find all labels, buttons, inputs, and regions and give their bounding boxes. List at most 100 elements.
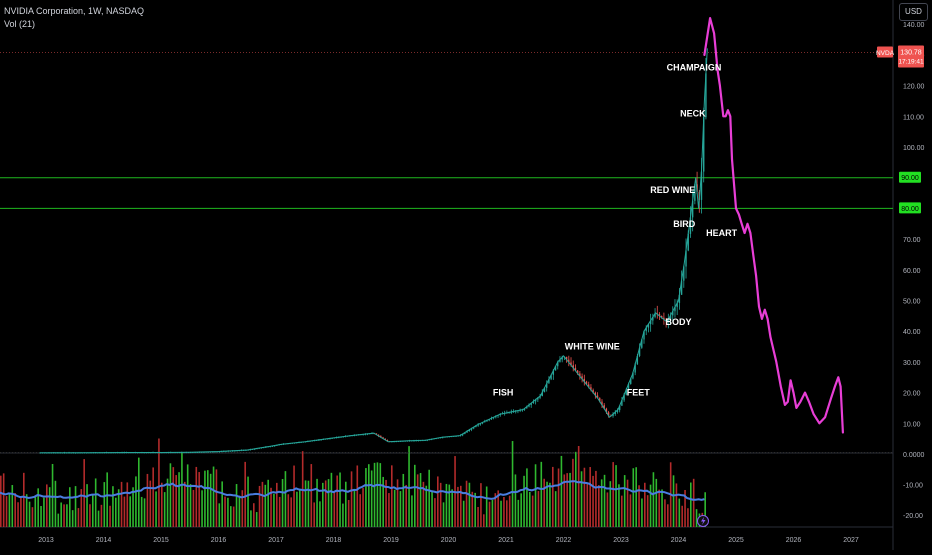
projection-line[interactable] [703,17,844,434]
volume-bar [212,466,215,527]
volume-bar [621,495,623,527]
candle-body [618,405,621,411]
y-tick-label: 140.00 [903,22,925,29]
volume-bar [158,438,160,527]
volume-bar [428,469,430,527]
volume-bar [232,506,235,527]
volume-bar [399,491,402,527]
candle-body [568,359,570,363]
volume-bar [595,470,597,527]
volume-bar [572,458,574,527]
candle-body [649,320,652,325]
volume-bar [402,473,405,527]
volume-bar [74,486,77,527]
annotation-label: HEART [706,228,738,238]
candle-body [645,327,647,332]
candle-body [592,389,594,393]
volume-bar [586,483,589,527]
replay-icon[interactable] [697,515,709,527]
candle-body [654,313,656,318]
candle-body [543,387,546,393]
volume-bar [506,500,508,527]
y-tick-label: 20.00 [903,391,921,398]
x-tick-label: 2021 [498,537,514,544]
volume-bar [457,486,459,527]
volume-bar [92,495,94,527]
volume-bar [445,483,448,527]
candle-body [607,412,610,416]
volume-bar [491,499,494,527]
volume-bar [69,487,71,527]
volume-bar [692,478,695,527]
volume-bar [51,463,54,527]
ticker-tag [877,46,893,58]
candle-body [680,280,683,295]
candle-body [477,424,479,426]
volume-bar [112,486,114,527]
volume-bar [25,494,28,527]
volume-bar [658,489,660,527]
lightning-icon [701,517,706,525]
volume-bar [132,487,134,527]
y-tick-label: 30.00 [903,360,921,367]
candle-body [530,403,532,405]
candle-body [691,200,694,218]
volume-bar [675,483,678,527]
volume-bar [169,463,172,527]
volume-bar [442,502,445,527]
candle-body [554,366,557,371]
volume-bar [684,489,686,527]
volume-moving-average [0,480,705,501]
volume-bar [652,472,655,527]
volume-bar [480,483,482,527]
volume-bar [414,464,416,527]
level-tag-label: 90.00 [901,175,919,182]
volume-bar [31,507,34,527]
volume-bar [681,505,683,527]
volume-bar [598,485,600,527]
chart-title: NVIDIA Corporation, 1W, NASDAQ [4,6,145,16]
candle-body [603,405,605,409]
volume-bar [253,503,255,527]
volume-bar [89,504,91,527]
volume-tick-label: -10.00 [903,483,923,490]
ticker-tag-label: NVDA [876,50,895,57]
volume-bar [161,482,163,527]
y-tick-label: 70.00 [903,237,921,244]
annotation-label: WHITE WINE [565,342,620,352]
volume-bar [388,493,390,527]
candle-body [565,356,568,360]
candle-body [665,319,667,322]
volume-bar [224,496,226,527]
candle-body [678,294,681,303]
volume-bar [273,493,275,527]
volume-bar [580,471,583,527]
volume-bar [600,479,603,527]
candle-body [616,410,619,413]
volume-bar [569,472,571,527]
volume-bars [0,438,706,527]
volume-bar [189,484,192,527]
volume-bar [281,479,284,527]
volume-bar [563,474,566,527]
volume-bar [227,497,229,527]
candle-body [641,339,643,348]
volume-bar [143,498,146,527]
candle-body [625,389,628,395]
volume-bar [204,470,206,527]
currency-button[interactable]: USD [899,3,928,21]
volume-tick-label: -20.00 [903,513,923,520]
volume-bar [629,494,632,527]
candle-body [672,311,674,316]
volume-bar [359,494,361,527]
price-series-line[interactable] [39,48,708,454]
volume-bar [255,512,258,527]
x-tick-label: 2024 [671,537,687,544]
volume-bar [201,490,203,527]
annotation-label: BODY [665,317,691,327]
volume-bar [48,487,51,527]
candle-body [612,414,614,416]
candle-body [526,406,528,409]
